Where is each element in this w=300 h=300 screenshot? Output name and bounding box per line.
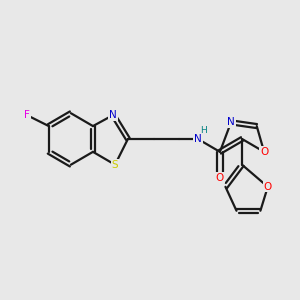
Text: O: O — [260, 147, 268, 157]
Text: O: O — [216, 172, 224, 183]
Text: O: O — [263, 182, 272, 192]
Text: S: S — [111, 160, 119, 170]
Text: N: N — [194, 134, 202, 144]
Text: N: N — [194, 134, 202, 144]
Text: F: F — [24, 110, 30, 120]
Text: H: H — [200, 126, 207, 135]
Text: N: N — [227, 117, 235, 128]
Text: N: N — [226, 117, 235, 128]
Text: S: S — [112, 160, 118, 170]
Text: O: O — [264, 182, 272, 192]
Text: F: F — [23, 110, 30, 120]
Text: N: N — [109, 110, 118, 120]
Text: O: O — [216, 172, 224, 183]
Text: N: N — [109, 110, 117, 120]
Text: O: O — [260, 147, 268, 157]
